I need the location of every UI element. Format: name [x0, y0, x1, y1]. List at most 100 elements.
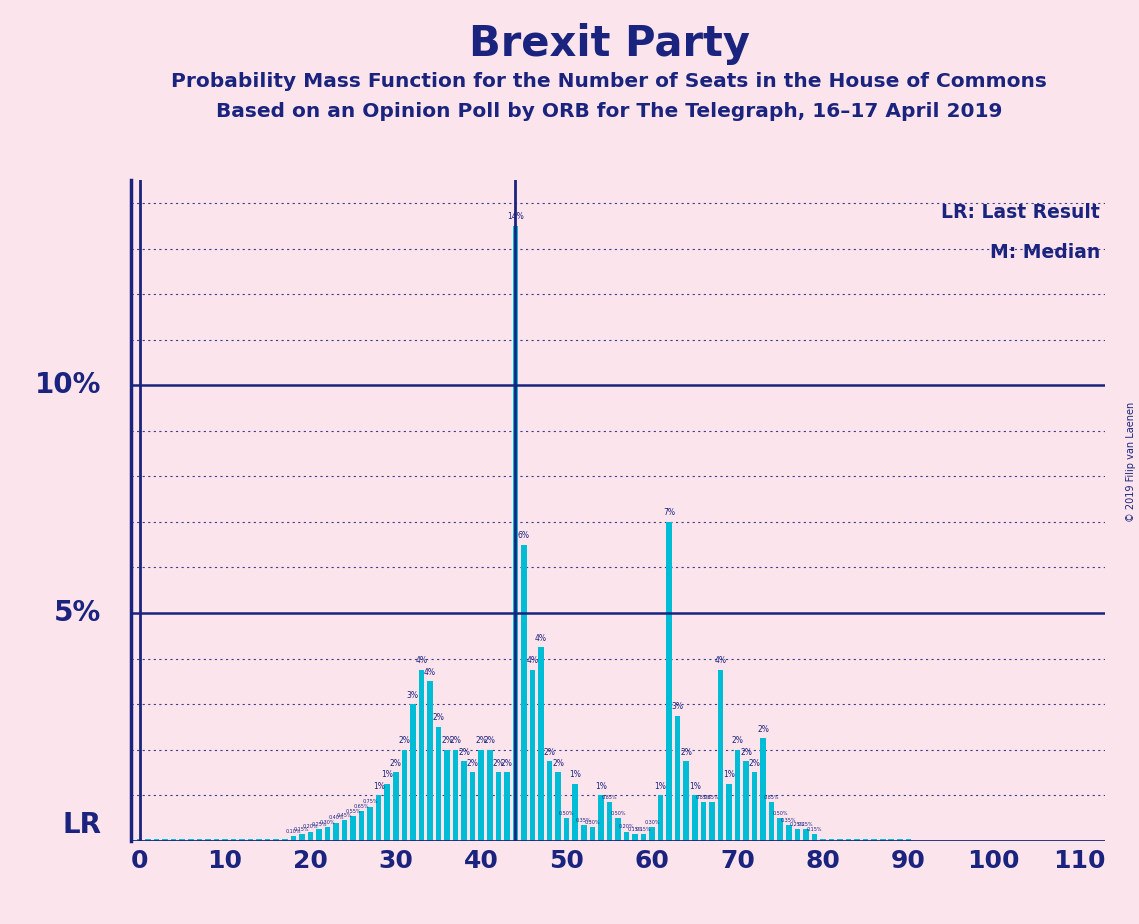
Bar: [598, 796, 604, 841]
Bar: [683, 761, 689, 841]
Text: 1%: 1%: [723, 771, 735, 779]
Bar: [632, 834, 638, 841]
Bar: [641, 834, 646, 841]
Text: 3%: 3%: [672, 702, 683, 711]
Bar: [290, 836, 296, 841]
Bar: [137, 839, 142, 841]
Bar: [317, 830, 321, 841]
Text: 2%: 2%: [757, 724, 769, 734]
Text: © 2019 Filip van Laenen: © 2019 Filip van Laenen: [1126, 402, 1136, 522]
Bar: [436, 727, 441, 841]
Bar: [478, 749, 484, 841]
Text: 0.55%: 0.55%: [345, 808, 361, 813]
Bar: [282, 839, 287, 841]
Bar: [180, 839, 185, 841]
Bar: [325, 827, 330, 841]
Text: 0.25%: 0.25%: [311, 822, 327, 827]
Bar: [829, 839, 834, 841]
Bar: [837, 839, 843, 841]
Bar: [222, 839, 228, 841]
Bar: [658, 796, 663, 841]
Text: 2%: 2%: [441, 736, 453, 745]
Text: 1%: 1%: [372, 782, 385, 791]
Bar: [700, 802, 706, 841]
Text: 2%: 2%: [680, 748, 693, 757]
Text: 4%: 4%: [535, 634, 547, 643]
Bar: [769, 802, 775, 841]
Text: 0.25%: 0.25%: [789, 822, 805, 827]
Text: 0.15%: 0.15%: [806, 827, 822, 832]
Text: 14%: 14%: [507, 213, 524, 221]
Bar: [727, 784, 731, 841]
Text: 0.75%: 0.75%: [362, 799, 378, 805]
Bar: [710, 802, 714, 841]
Bar: [171, 839, 177, 841]
Bar: [265, 839, 270, 841]
Text: 1%: 1%: [570, 771, 581, 779]
Text: 1%: 1%: [382, 771, 393, 779]
Text: 0.20%: 0.20%: [618, 824, 634, 830]
Bar: [761, 738, 765, 841]
Bar: [300, 834, 304, 841]
Bar: [666, 522, 672, 841]
Bar: [351, 816, 355, 841]
Bar: [803, 830, 809, 841]
Text: 2%: 2%: [492, 759, 505, 768]
Bar: [419, 670, 424, 841]
Bar: [368, 807, 372, 841]
Bar: [735, 749, 740, 841]
Bar: [854, 839, 860, 841]
Text: 6%: 6%: [518, 531, 530, 541]
Text: 2%: 2%: [543, 748, 556, 757]
Bar: [188, 839, 194, 841]
Bar: [744, 761, 748, 841]
Bar: [522, 544, 526, 841]
Bar: [214, 839, 219, 841]
Text: 0.50%: 0.50%: [772, 810, 788, 816]
Text: 0.50%: 0.50%: [559, 810, 574, 816]
Text: 2%: 2%: [748, 759, 761, 768]
Bar: [470, 772, 475, 841]
Bar: [871, 839, 877, 841]
Bar: [581, 825, 587, 841]
Bar: [786, 825, 792, 841]
Bar: [530, 670, 535, 841]
Text: 2%: 2%: [458, 748, 470, 757]
Text: 0.85%: 0.85%: [764, 795, 779, 800]
Text: 2%: 2%: [399, 736, 410, 745]
Bar: [573, 784, 577, 841]
Bar: [495, 772, 501, 841]
Text: 2%: 2%: [433, 713, 444, 723]
Bar: [402, 749, 407, 841]
Bar: [393, 772, 399, 841]
Text: 2%: 2%: [390, 759, 402, 768]
Text: Probability Mass Function for the Number of Seats in the House of Commons: Probability Mass Function for the Number…: [172, 72, 1047, 91]
Text: 2%: 2%: [467, 759, 478, 768]
Bar: [539, 647, 543, 841]
Text: 2%: 2%: [552, 759, 564, 768]
Text: 2%: 2%: [450, 736, 461, 745]
Bar: [376, 796, 382, 841]
Text: 0.15%: 0.15%: [628, 827, 642, 832]
Bar: [444, 749, 450, 841]
Text: 0.20%: 0.20%: [303, 824, 318, 830]
Text: 0.40%: 0.40%: [328, 815, 344, 821]
Text: 0.15%: 0.15%: [636, 827, 652, 832]
Text: LR: LR: [63, 811, 101, 839]
Bar: [752, 772, 757, 841]
Bar: [880, 839, 885, 841]
Bar: [607, 802, 612, 841]
Bar: [273, 839, 279, 841]
Text: 2%: 2%: [484, 736, 495, 745]
Bar: [624, 832, 629, 841]
Bar: [795, 830, 800, 841]
Text: 1%: 1%: [689, 782, 700, 791]
Bar: [778, 818, 782, 841]
Text: 0.85%: 0.85%: [696, 795, 711, 800]
Text: 0.45%: 0.45%: [337, 813, 352, 818]
Text: 0.10%: 0.10%: [286, 829, 301, 834]
Bar: [334, 822, 338, 841]
Text: 0.50%: 0.50%: [611, 810, 625, 816]
Text: 2%: 2%: [501, 759, 513, 768]
Bar: [385, 784, 390, 841]
